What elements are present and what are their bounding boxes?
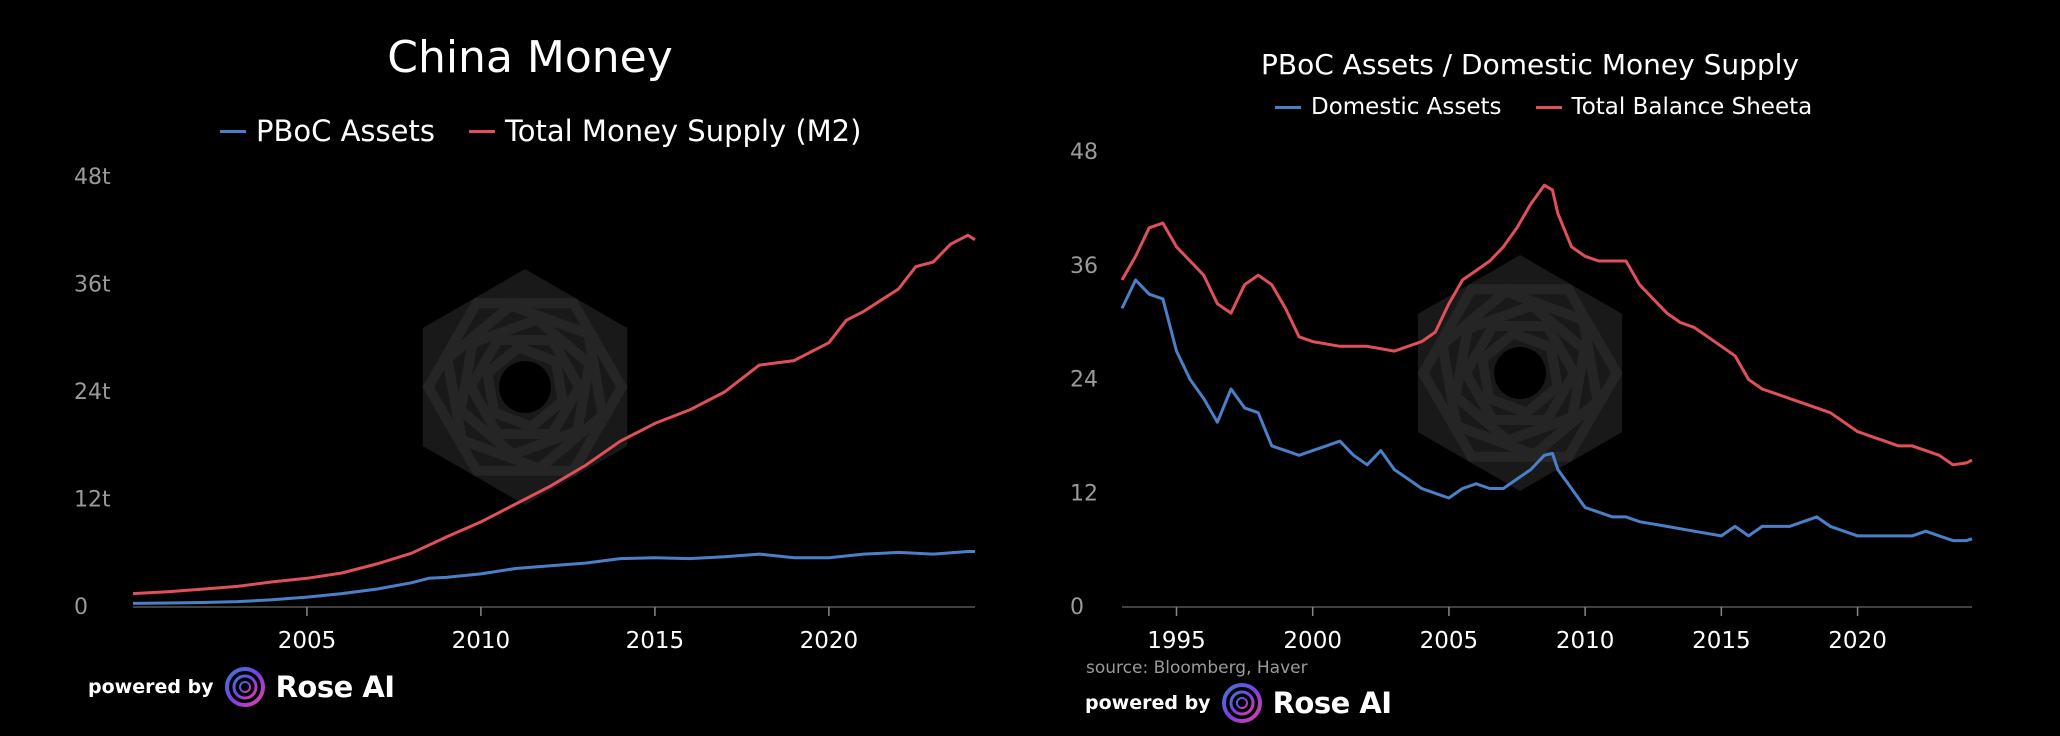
source-note: source: Bloomberg, Haver: [1086, 658, 1308, 678]
y-tick-label: 36: [1070, 254, 1098, 279]
x-tick-label: 2015: [1692, 628, 1751, 654]
y-tick-label: 12t: [74, 488, 111, 513]
x-tick-label: 2005: [1420, 628, 1479, 654]
legend-swatch: [220, 129, 246, 133]
brand-prefix: powered by: [1085, 692, 1211, 714]
chart-panel-pboc-ratio: PBoC Assets / Domestic Money Supply Dome…: [1030, 0, 2060, 736]
rose-ai-logo-icon: [1221, 683, 1262, 723]
chart-legend: Domestic Assets Total Balance Sheeta: [1275, 94, 1812, 120]
legend-swatch: [468, 129, 495, 133]
y-tick-label: 12: [1070, 481, 1098, 506]
brand-footer[interactable]: powered by Rose AI: [1085, 682, 1392, 724]
series-line-1: [132, 233, 976, 596]
watermark-logo-icon: [1417, 255, 1623, 491]
series-line-1: [1120, 183, 1973, 467]
chart-title: China Money: [387, 32, 673, 83]
legend-label: Domestic Assets: [1311, 94, 1502, 120]
y-tick-label: 24: [1070, 368, 1098, 393]
chart-title: PBoC Assets / Domestic Money Supply: [1260, 48, 1799, 81]
y-tick-label: 48: [1070, 140, 1098, 165]
brand-prefix: powered by: [88, 676, 214, 698]
y-tick-label: 36t: [74, 273, 111, 298]
x-tick-label: 2015: [626, 628, 685, 654]
x-tick-label: 2000: [1283, 628, 1342, 654]
x-tick-label: 2010: [1556, 628, 1615, 654]
watermark-logo-icon: [422, 269, 628, 505]
brand-footer[interactable]: powered by Rose AI: [88, 666, 395, 708]
y-tick-label: 24t: [74, 380, 111, 405]
x-tick-label: 2005: [278, 628, 337, 654]
brand-name: Rose AI: [275, 670, 396, 704]
chart-panel-china-money: China Money PBoC Assets Total Money Supp…: [74, 32, 976, 708]
legend-item-m2[interactable]: Total Money Supply (M2): [468, 114, 862, 148]
legend-swatch: [1535, 105, 1562, 109]
y-tick-label: 0: [74, 595, 88, 620]
rose-ai-logo-icon: [224, 667, 265, 707]
chart-legend: PBoC Assets Total Money Supply (M2): [220, 114, 861, 148]
series-line-0: [132, 550, 975, 605]
plot-area: 0 12t 24t 36t 48t 2005 2010 2015 2020: [74, 165, 976, 654]
y-tick-label: 48t: [74, 165, 111, 190]
x-tick-label: 1995: [1147, 628, 1206, 654]
legend-label: Total Balance Sheeta: [1571, 94, 1813, 120]
legend-item-total-balance-sheet[interactable]: Total Balance Sheeta: [1535, 94, 1813, 120]
x-tick-label: 2010: [452, 628, 511, 654]
x-tick-label: 2020: [800, 628, 859, 654]
series-line-0: [1120, 278, 1973, 543]
legend-item-domestic-assets[interactable]: Domestic Assets: [1275, 94, 1502, 120]
brand-name: Rose AI: [1272, 686, 1393, 720]
y-tick-label: 0: [1070, 595, 1084, 620]
legend-item-pboc-assets[interactable]: PBoC Assets: [220, 114, 435, 148]
legend-swatch: [1275, 105, 1301, 109]
x-tick-label: 2020: [1828, 628, 1887, 654]
legend-label: PBoC Assets: [256, 114, 435, 148]
legend-label: Total Money Supply (M2): [504, 114, 862, 148]
plot-area: 0 12 24 36 48 1995 2000 2005 2010 2015 2020: [1070, 140, 1973, 654]
